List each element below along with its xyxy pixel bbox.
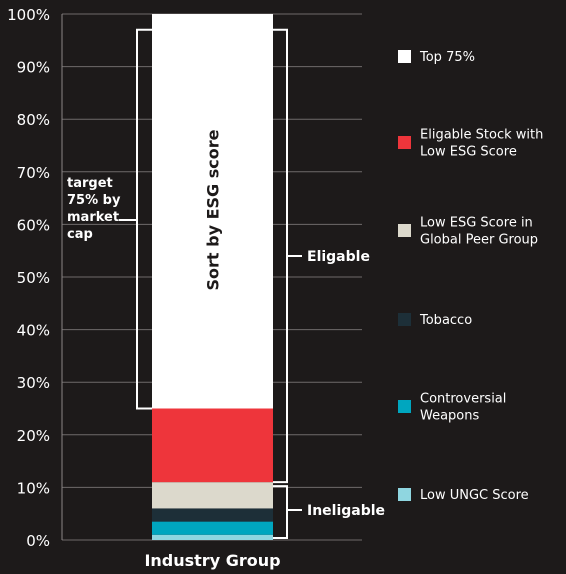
y-tick-label: 60% — [17, 216, 50, 234]
ineligible-bracket — [273, 485, 288, 539]
bar-segment-top-75- — [152, 14, 273, 409]
legend-swatch — [398, 313, 411, 326]
y-tick-label: 0% — [26, 532, 50, 550]
y-tick-label: 90% — [17, 59, 50, 77]
legend-label-line: Tobacco — [419, 313, 472, 328]
legend-label-line: Eligable Stock with — [420, 128, 543, 143]
y-tick-label: 20% — [17, 427, 50, 445]
bar-segment-low-esg-score-in-global-peer-group — [152, 482, 273, 509]
legend-swatch — [398, 224, 411, 237]
bar-annotation: Sort by ESG score — [204, 129, 223, 290]
legend-label-line: Controversial — [420, 392, 506, 407]
y-tick-label: 50% — [17, 269, 50, 287]
target-annotation-line: 75% by — [67, 193, 121, 208]
target-annotation-line: target — [67, 176, 113, 191]
y-tick-label: 30% — [17, 374, 50, 392]
target-annotation-line: market — [67, 210, 119, 225]
legend-swatch — [398, 400, 411, 413]
legend-label-line: Low ESG Score in — [420, 216, 533, 231]
legend-label: Eligable Stock with Low ESG Score — [420, 128, 543, 160]
legend-label-line: Top 75% — [419, 50, 475, 65]
legend-swatch — [398, 50, 411, 63]
target-bracket — [136, 28, 152, 410]
y-tick-label: 70% — [17, 164, 50, 182]
bar-segment-low-ungc-score — [152, 534, 273, 540]
legend-label-line: Low ESG Score — [420, 145, 517, 160]
ineligible-label: Ineligable — [307, 503, 385, 519]
legend-label: Low ESG Score in Global Peer Group — [420, 216, 538, 248]
x-category-label: Industry Group — [144, 551, 280, 570]
bar-segment-tobacco — [152, 508, 273, 522]
bar-segment-eligable-stock-with-low-esg-score — [152, 408, 273, 483]
legend-label: Top 75% — [419, 50, 475, 65]
legend-label-line: Low UNGC Score — [420, 488, 529, 503]
legend-label: Tobacco — [419, 313, 472, 328]
y-tick-label: 80% — [17, 111, 50, 129]
legend-label-line: Weapons — [420, 409, 480, 424]
legend-swatch — [398, 136, 411, 149]
legend-swatch — [398, 488, 411, 501]
y-tick-label: 40% — [17, 322, 50, 340]
legend-label-line: Global Peer Group — [420, 233, 538, 248]
y-tick-label: 100% — [7, 6, 50, 24]
target-annotation-line: cap — [67, 227, 93, 242]
bar-segment-controversial-weapons — [152, 521, 273, 535]
legend-label: Controversial Weapons — [420, 392, 506, 424]
legend-label: Low UNGC Score — [420, 488, 529, 503]
y-tick-label: 10% — [17, 479, 50, 497]
eligible-bracket — [273, 28, 288, 484]
eligible-label: Eligable — [307, 249, 370, 265]
